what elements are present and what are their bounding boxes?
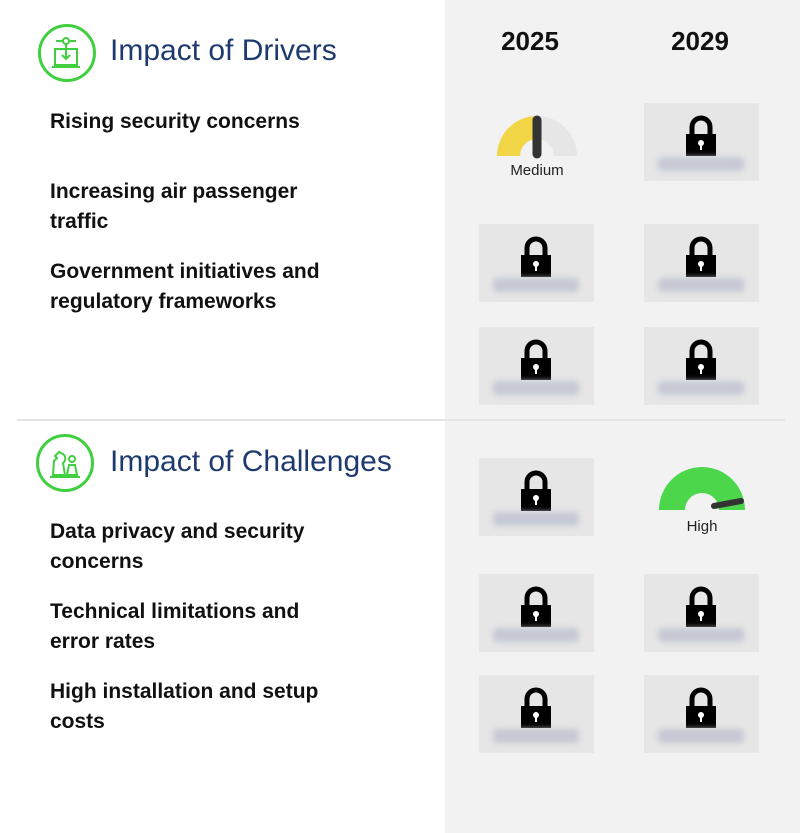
blurred-text <box>658 381 744 395</box>
gauge-medium: Medium <box>492 114 582 184</box>
blurred-text <box>658 628 744 642</box>
locked-cell[interactable] <box>644 574 759 652</box>
blurred-text <box>493 729 579 743</box>
challenge-label: Technical limitations and error rates <box>50 600 300 653</box>
blurred-text <box>493 512 579 526</box>
year-2025-header: 2025 <box>501 26 559 56</box>
blurred-text <box>658 278 744 292</box>
gauge-high: High <box>657 466 747 536</box>
blurred-text <box>493 381 579 395</box>
locked-cell[interactable] <box>479 224 594 302</box>
drivers-title: Impact of Drivers <box>110 34 337 67</box>
challenges-title: Impact of Challenges <box>110 445 392 478</box>
gauge-label: High <box>686 518 718 535</box>
locked-cell[interactable] <box>644 675 759 753</box>
chess-icon <box>36 434 94 492</box>
blurred-text <box>658 729 744 743</box>
locked-cell[interactable] <box>479 458 594 536</box>
challenge-label: Data privacy and security concerns <box>50 520 305 573</box>
year-2029-header: 2029 <box>671 26 729 56</box>
drivers-icon <box>38 24 96 82</box>
section-divider <box>17 419 785 421</box>
locked-cell[interactable] <box>479 327 594 405</box>
gauge-label: Medium <box>510 162 564 179</box>
driver-label: Rising security concerns <box>50 110 300 133</box>
locked-cell[interactable] <box>644 224 759 302</box>
blurred-text <box>658 157 744 171</box>
locked-cell[interactable] <box>644 327 759 405</box>
challenge-label: High installation and setup costs <box>50 680 319 733</box>
locked-cell[interactable] <box>479 574 594 652</box>
locked-cell[interactable] <box>644 103 759 181</box>
blurred-text <box>493 628 579 642</box>
driver-label: Government initiatives and regulatory fr… <box>50 260 320 313</box>
locked-cell[interactable] <box>479 675 594 753</box>
driver-label: Increasing air passenger traffic <box>50 180 298 233</box>
blurred-text <box>493 278 579 292</box>
